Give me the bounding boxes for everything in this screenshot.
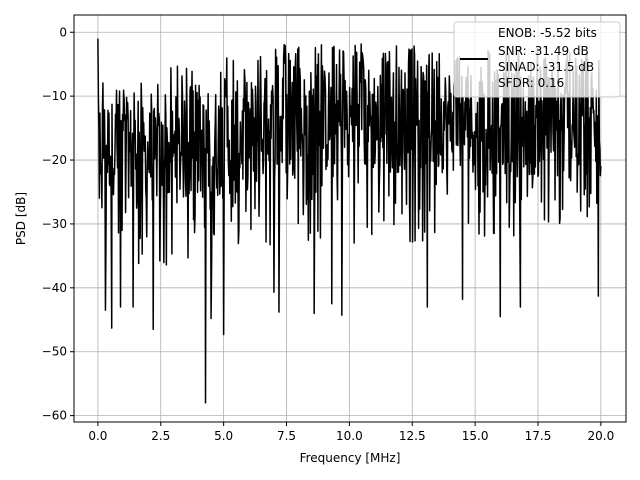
legend: ENOB: -5.52 bits SNR: -31.49 dB SINAD: -… <box>453 21 621 98</box>
y-tick-label: −30 <box>42 217 67 231</box>
x-tick-label: 15.0 <box>462 429 489 443</box>
x-tick-label: 12.5 <box>399 429 426 443</box>
x-tick-label: 20.0 <box>587 429 614 443</box>
y-tick-label: −60 <box>42 409 67 423</box>
x-tick-label: 5.0 <box>214 429 233 443</box>
x-tick-label: 0.0 <box>88 429 107 443</box>
x-tick-label: 7.5 <box>277 429 296 443</box>
y-tick-label: 0 <box>59 25 67 39</box>
psd-series-line <box>97 38 602 404</box>
y-axis: 0 −10 −20 −30 −40 −50 −60 <box>42 25 74 423</box>
legend-enob: ENOB: -5.52 bits <box>498 26 597 40</box>
y-tick-label: −50 <box>42 345 67 359</box>
y-tick-label: −20 <box>42 153 67 167</box>
y-tick-label: −40 <box>42 281 67 295</box>
axes-frame <box>73 14 627 423</box>
x-axis: 0.0 2.5 5.0 7.5 10.0 12.5 15.0 17.5 20.0 <box>88 422 614 443</box>
legend-sfdr: SFDR: 0.16 <box>498 76 564 90</box>
legend-box <box>453 21 621 98</box>
x-tick-label: 2.5 <box>151 429 170 443</box>
x-tick-label: 10.0 <box>336 429 363 443</box>
y-axis-label: PSD [dB] <box>14 192 28 245</box>
x-tick-label: 17.5 <box>525 429 552 443</box>
legend-sinad: SINAD: -31.5 dB <box>498 60 594 74</box>
legend-snr: SNR: -31.49 dB <box>498 44 589 58</box>
y-tick-label: −10 <box>42 89 67 103</box>
x-axis-label: Frequency [MHz] <box>300 451 401 465</box>
series-layer <box>97 38 602 404</box>
